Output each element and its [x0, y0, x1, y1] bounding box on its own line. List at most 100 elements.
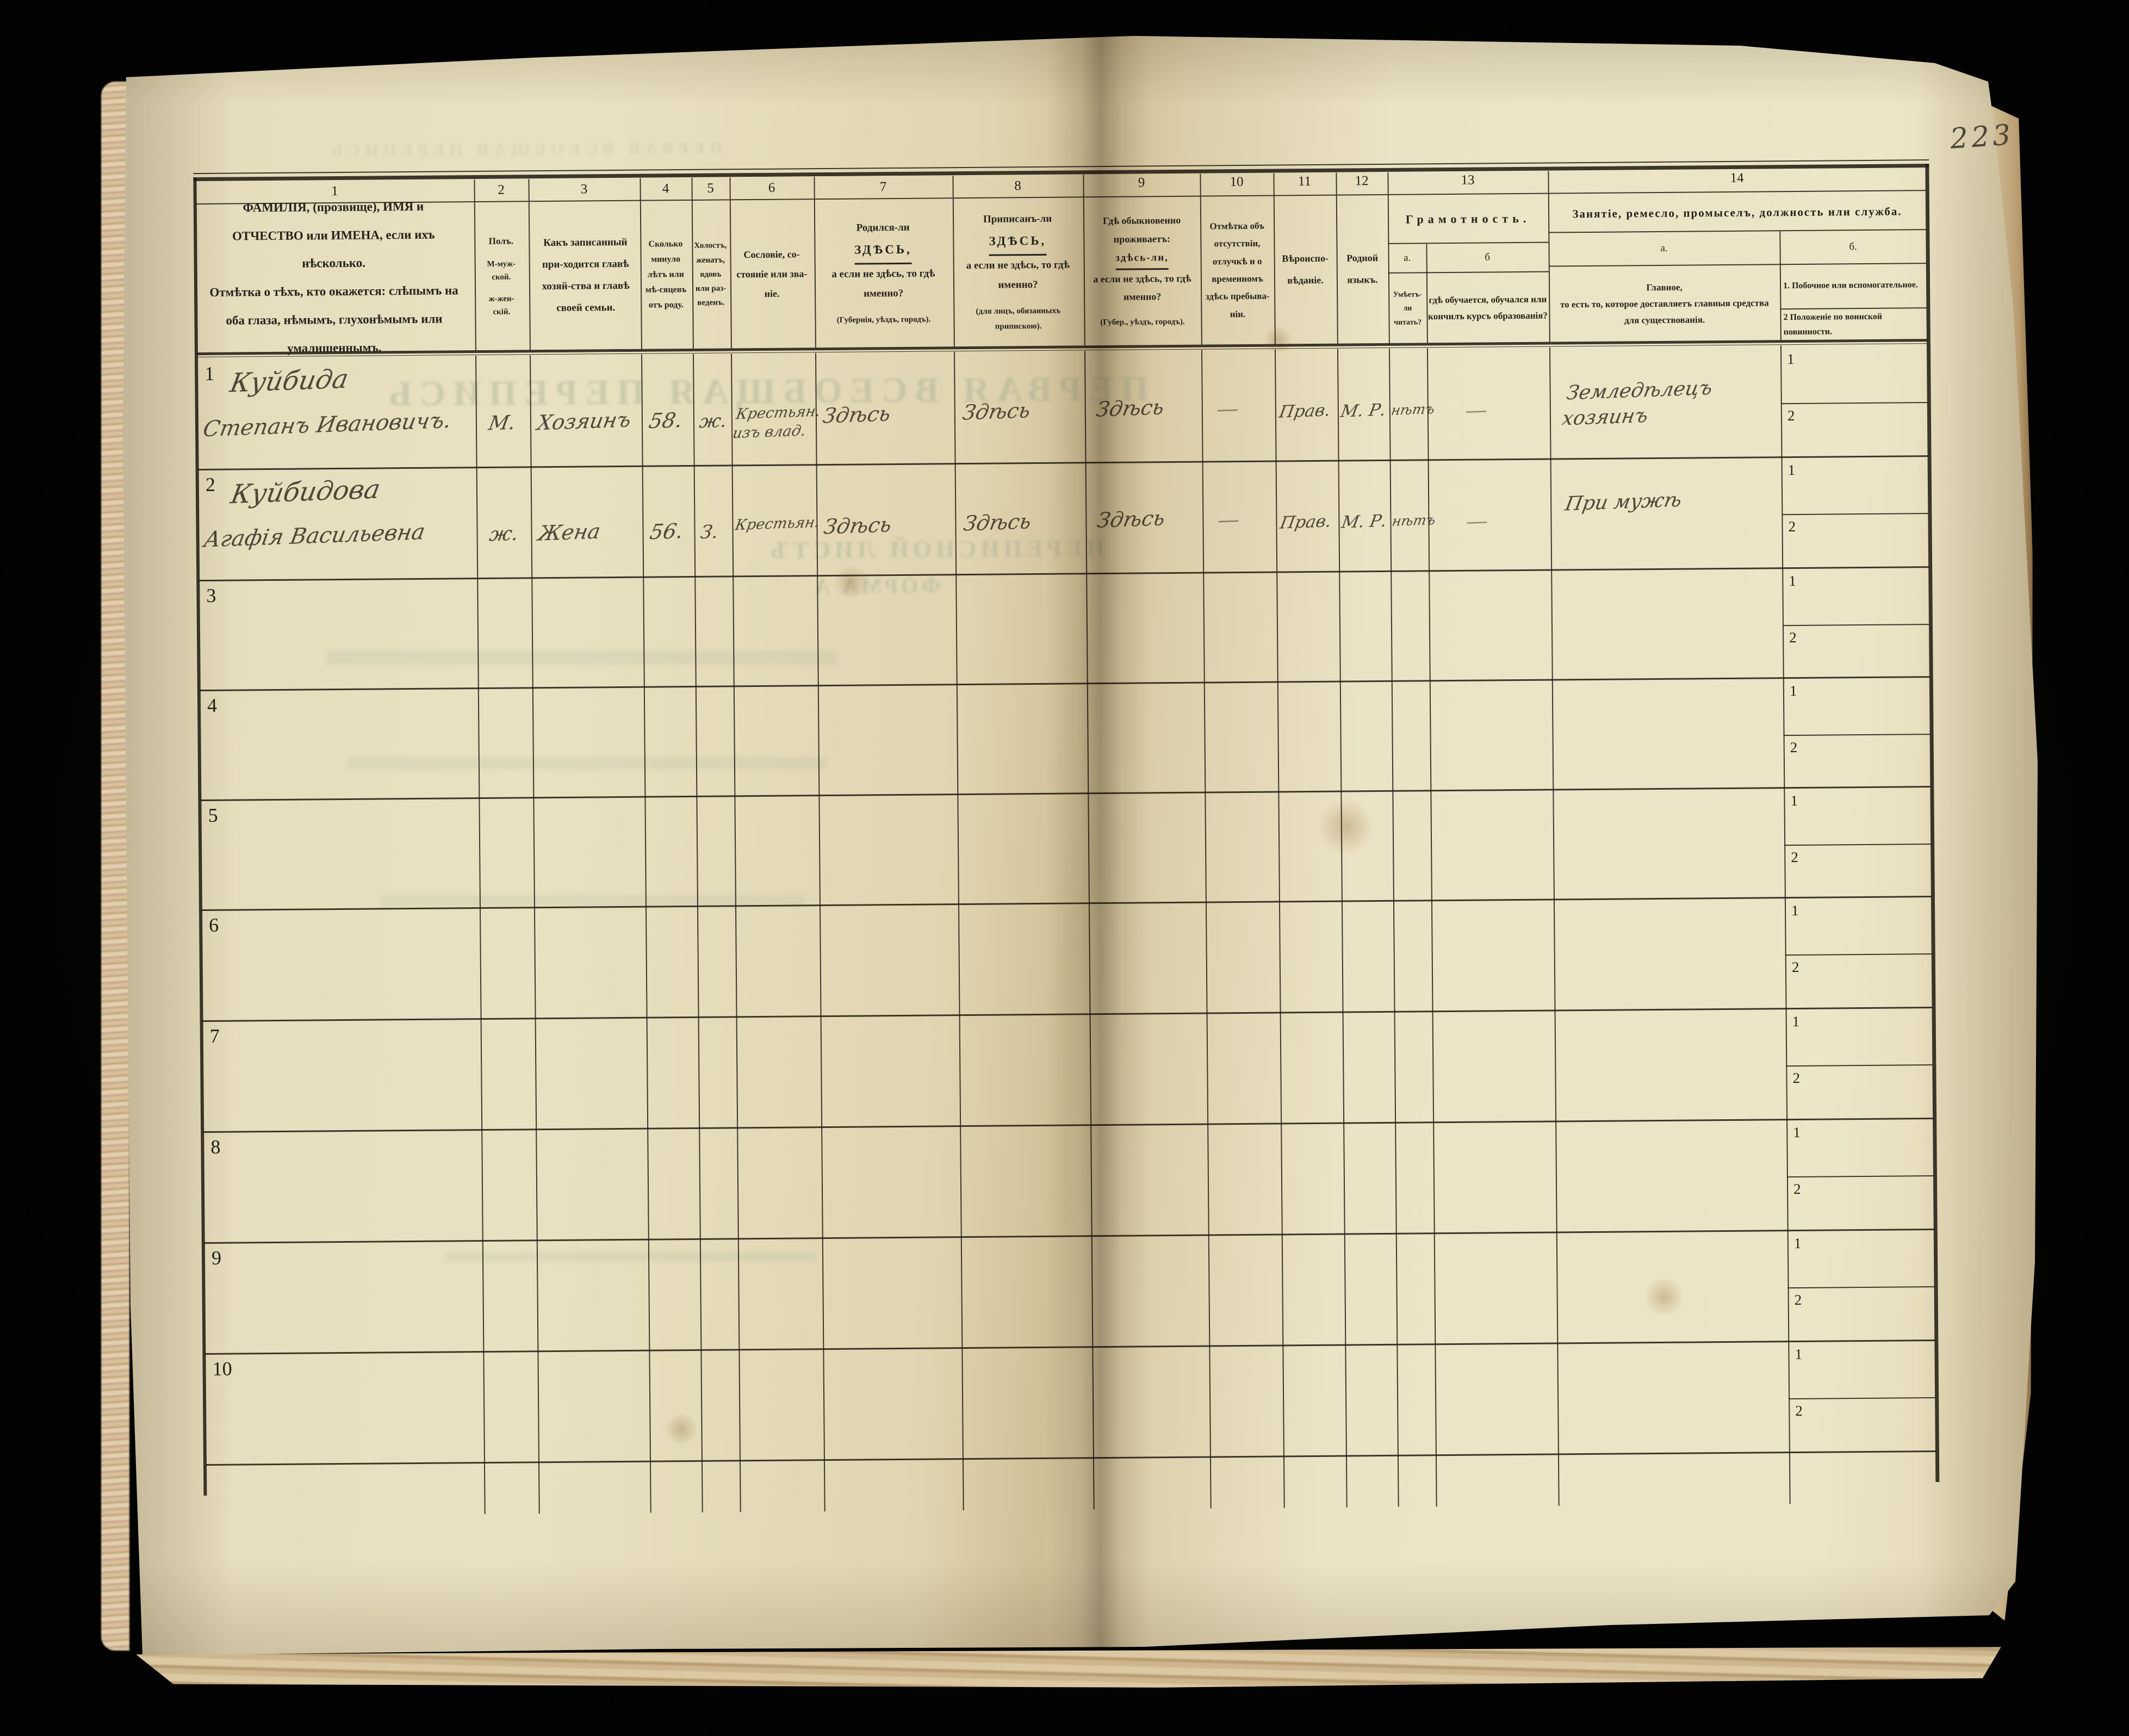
header-col6: Сословіе, со-стояніе или зва-ніе. — [731, 202, 813, 346]
header-col8-note: (для лицъ, обязанныхъ припискою). — [976, 306, 1061, 332]
row-1-marital-status: ж. — [698, 410, 729, 433]
row-4-number: 4 — [207, 694, 218, 716]
header-col14b-item1: 1. Побочное или вспомогательное. — [1783, 265, 1924, 306]
header-col9-note: (Губер., уѣздъ, городъ). — [1100, 317, 1185, 327]
row-1-born-here: Здѣсь — [821, 401, 893, 428]
header-col7: Родился-ли ЗДѢСЬ, а если не здѣсь, то гд… — [815, 201, 952, 345]
header-col1: ФАМИЛІЯ, (прозвище), ИМЯ и ОТЧЕСТВО или … — [207, 200, 461, 355]
column-number-2: 2 — [498, 182, 505, 197]
header-col8-pre: Приписанъ-ли — [983, 213, 1052, 225]
header-col14b-item2: 2 Положеніе по воинской повинности. — [1783, 308, 1923, 340]
column-number-1: 1 — [331, 184, 338, 199]
column-divider — [641, 354, 651, 1513]
header-col7-note: (Губернія, уѣздъ, городъ). — [836, 315, 931, 325]
number-strip-divider — [1387, 172, 1389, 194]
row-4-sub-2: 2 — [1790, 739, 1798, 756]
row-2-native-language: М. Р. — [1340, 511, 1389, 532]
header-col8-post: а если не здѣсь, то гдѣ именно? — [966, 259, 1070, 291]
row-7-sub-1: 1 — [1792, 1013, 1800, 1030]
row-2-given-name: Агафія Васильевна — [202, 519, 427, 553]
header-col13b-text: гдѣ обучается, обучался или кончилъ курс… — [1427, 294, 1548, 322]
row-divider — [200, 786, 1931, 802]
sub-row-divider — [1786, 1175, 1934, 1178]
header-col2: Полъ. М-муж-ской. ж-жен-скій. — [475, 204, 527, 348]
row-2-born-here: Здѣсь — [822, 512, 893, 539]
sub-row-divider — [1783, 734, 1931, 736]
row-2-resides-here: Здѣсь — [1095, 506, 1167, 532]
row-10-sub-2: 2 — [1795, 1402, 1803, 1419]
column-number-8: 8 — [1014, 178, 1021, 194]
column-number-11: 11 — [1298, 173, 1312, 189]
row-2-sub-2: 2 — [1788, 518, 1796, 535]
header-col4: Сколько минуло лѣтъ или мѣ-сяцевъ отъ ро… — [641, 203, 691, 347]
row-10-number: 10 — [212, 1357, 232, 1380]
row-9-sub-1: 1 — [1793, 1235, 1802, 1252]
header-col14b-label: б. — [1780, 230, 1925, 264]
number-strip-divider — [1548, 171, 1549, 193]
row-1-age: 58. — [647, 408, 685, 433]
row-1-occupation: Земледѣлецъ хозяинъ — [1560, 376, 1715, 430]
header-col13b-label: б — [1427, 243, 1547, 272]
header-col13-title: Грамотность. — [1389, 195, 1548, 243]
column-number-14: 14 — [1730, 170, 1744, 185]
header-col14a-label: а. — [1549, 231, 1778, 265]
row-2-marital-status: З. — [698, 521, 721, 544]
row-2-relation-to-head: Жена — [536, 519, 603, 545]
sub-row-divider — [1786, 1064, 1933, 1067]
row-5-sub-2: 2 — [1791, 848, 1798, 866]
row-6-sub-2: 2 — [1791, 958, 1799, 976]
header-col14b-item2-text: 2 Положеніе по воинской повинности. — [1783, 312, 1883, 337]
row-1-estate: Крестьян. изъ влад. — [731, 402, 822, 442]
row-9-sub-2: 2 — [1794, 1291, 1802, 1309]
row-3-sub-2: 2 — [1789, 629, 1797, 646]
row-5-number: 5 — [208, 804, 218, 826]
page-stack-bottom-edge — [136, 1647, 2001, 1688]
row-10-sub-1: 1 — [1795, 1346, 1803, 1363]
sub-row-divider — [1787, 1286, 1935, 1289]
row-2-occupation: При мужѣ — [1563, 488, 1684, 516]
row-8-sub-2: 2 — [1793, 1180, 1801, 1198]
row-2-can-read: нѣтъ — [1391, 512, 1437, 529]
header-col4-text: Сколько минуло лѣтъ или мѣ-сяцевъ отъ ро… — [645, 239, 687, 310]
sub-row-divider — [1789, 1397, 1936, 1400]
row-5-sub-1: 1 — [1790, 792, 1798, 809]
column-number-12: 12 — [1355, 173, 1369, 189]
column-divider — [953, 352, 964, 1511]
header-col9-pre: Гдѣ обыкновенно проживаетъ: — [1102, 215, 1181, 245]
number-strip-divider — [474, 179, 475, 202]
header-col11: Вѣроиспо-вѣданіе. — [1275, 198, 1336, 342]
number-strip-divider — [528, 179, 530, 201]
number-strip-divider — [640, 178, 641, 200]
column-divider — [530, 355, 540, 1514]
header-col12: Родной языкъ. — [1337, 197, 1388, 342]
header-col14b-item1-text: 1. Побочное или вспомогательное. — [1783, 280, 1918, 291]
row-2-surname: Куйбидова — [228, 474, 383, 510]
header-col12-text: Родной языкъ. — [1346, 252, 1379, 286]
row-2-estate: Крестьян. — [734, 513, 821, 534]
row-divider — [203, 1118, 1934, 1133]
header-col14a-label-text: а. — [1660, 242, 1668, 254]
column-number-9: 9 — [1138, 175, 1145, 190]
header-col5-text: Холостъ, женатъ, вдовъ или раз-веденъ. — [694, 241, 727, 308]
column-number-5: 5 — [707, 181, 714, 196]
sub-row-divider — [1780, 402, 1928, 405]
row-1-sub-1: 1 — [1787, 351, 1795, 368]
row-2-number: 2 — [205, 473, 216, 495]
number-strip-divider — [691, 177, 693, 200]
header-col9-post: а если не здѣсь, то гдѣ именно? — [1093, 272, 1191, 303]
sub-row-divider — [1782, 624, 1929, 627]
number-strip-divider — [729, 177, 731, 200]
header-col14-title: Занятіе, ремесло, промыселъ, должность и… — [1549, 192, 1926, 233]
header-col14a-rest: то есть то, которое доставляетъ главныя … — [1560, 297, 1769, 326]
header-col3: Какъ записанный при-ходится главѣ хозяй-… — [532, 203, 639, 348]
column-number-4: 4 — [662, 181, 669, 196]
header-col10-text: Отмѣтка объ отсутствіи, отлучкѣ и о врем… — [1205, 220, 1270, 319]
column-divider — [475, 356, 486, 1514]
header-col8: Приписанъ-ли ЗДѢСЬ, а если не здѣсь, то … — [954, 200, 1082, 344]
row-2-registered-here: Здѣсь — [961, 509, 1033, 536]
number-strip-divider — [1336, 172, 1337, 195]
row-1-number: 1 — [204, 362, 215, 385]
number-strip-divider — [1273, 173, 1275, 195]
